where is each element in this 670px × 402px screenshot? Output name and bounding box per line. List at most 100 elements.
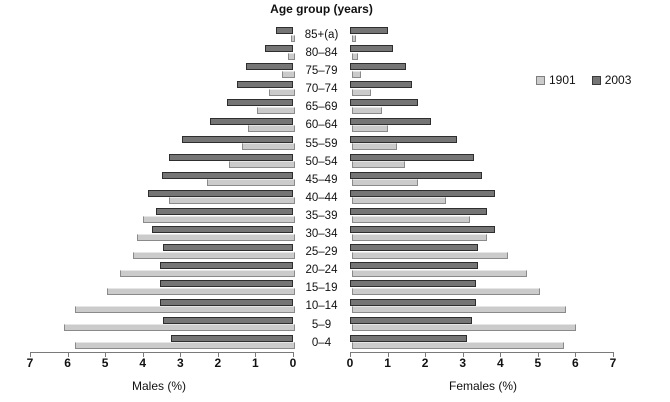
- age-label: 80–84: [305, 47, 338, 60]
- bar-males-1901: [169, 197, 295, 205]
- female-axis-tick-labels: 0 1 2 3 4 5 6 7: [347, 356, 617, 370]
- bar-males-2003: [159, 262, 293, 270]
- females-axis-title: Females (%): [448, 379, 517, 393]
- female-plot: [350, 26, 613, 352]
- axis-tick: [425, 353, 427, 357]
- legend-label-1901: 1901: [549, 73, 576, 87]
- age-label: 70–74: [305, 83, 338, 96]
- bar-males-2003: [227, 99, 293, 107]
- age-label: 45–49: [305, 173, 338, 186]
- bar-males-2003: [264, 45, 293, 53]
- bar-males-1901: [242, 143, 295, 151]
- bar-females-2003: [350, 171, 482, 179]
- bar-females-2003: [350, 334, 467, 342]
- bar-males-2003: [159, 298, 293, 306]
- age-label: 5–9: [311, 318, 332, 331]
- axis-tick: [575, 353, 577, 357]
- legend-swatch-1901: [536, 75, 545, 85]
- axis-tick: [180, 353, 182, 357]
- legend-label-2003: 2003: [604, 73, 632, 87]
- bar-females-2003: [350, 316, 473, 324]
- bar-females-2003: [350, 153, 474, 161]
- axis-tick: [255, 353, 257, 357]
- male-axis: [30, 352, 294, 358]
- axis-tick-label: 0: [346, 356, 354, 370]
- age-labels-column: 85+(a) 80–84 75–79 70–74 65–69 60–64 55–59 50–5…: [293, 26, 350, 352]
- axis-tick-label: 6: [572, 356, 579, 370]
- bar-females-1901: [352, 342, 565, 350]
- axis-tick-label: 2: [421, 356, 429, 370]
- bar-females-1901: [352, 179, 418, 187]
- age-label: 25–29: [305, 246, 338, 259]
- bar-females-1901: [352, 52, 358, 60]
- bar-males-1901: [63, 324, 295, 332]
- bar-males-1901: [75, 342, 295, 350]
- axis-tick: [500, 353, 502, 357]
- axis-tick-label: 4: [139, 356, 147, 370]
- bar-males-2003: [155, 208, 293, 215]
- bar-females-2003: [350, 63, 407, 71]
- age-label: 75–79: [305, 65, 338, 78]
- bar-males-2003: [246, 63, 293, 71]
- age-label: 20–24: [305, 264, 338, 277]
- bar-females-1901: [352, 88, 371, 96]
- axis-tick-label: 6: [64, 356, 71, 370]
- bar-males-1901: [133, 251, 295, 259]
- bar-females-1901: [352, 233, 488, 241]
- bar-males-1901: [142, 215, 295, 223]
- bar-males-2003: [159, 280, 293, 288]
- age-label: 55–59: [305, 137, 338, 150]
- bar-females-2003: [350, 27, 388, 34]
- axis-tick-label: 4: [496, 356, 504, 370]
- bar-females-1901: [352, 106, 383, 114]
- axis-tick: [293, 353, 294, 357]
- bar-males-2003: [182, 135, 293, 143]
- legend-item-1901: 1901: [536, 73, 576, 87]
- axis-tick-label: 5: [101, 356, 109, 370]
- bar-females-2003: [350, 298, 476, 306]
- bar-females-2003: [350, 117, 431, 125]
- axis-tick: [142, 353, 144, 357]
- age-label: 15–19: [305, 282, 338, 295]
- age-label: 30–34: [305, 228, 338, 241]
- age-label: 0–4: [311, 336, 332, 349]
- axis-tick-label: 2: [214, 356, 222, 370]
- bar-males-1901: [257, 106, 295, 114]
- bar-females-2003: [350, 135, 458, 143]
- bar-females-1901: [352, 70, 362, 78]
- bar-females-1901: [352, 161, 405, 169]
- bar-males-1901: [206, 179, 295, 187]
- bar-females-1901: [352, 143, 398, 151]
- bar-females-2003: [350, 226, 495, 234]
- bar-males-1901: [137, 233, 295, 241]
- axis-tick-label: 0: [289, 356, 297, 370]
- axis-tick-label: 3: [459, 356, 467, 370]
- bar-females-2003: [350, 262, 478, 270]
- bar-males-1901: [248, 125, 295, 132]
- bar-males-2003: [161, 171, 293, 179]
- bar-males-2003: [169, 153, 293, 161]
- bar-females-2003: [350, 99, 418, 107]
- axis-tick: [537, 353, 539, 357]
- axis-tick-label: 7: [609, 356, 617, 370]
- legend: 1901 2003: [536, 73, 631, 87]
- bar-males-2003: [163, 244, 293, 252]
- axis-tick-label: 3: [176, 356, 184, 370]
- axis-tick: [387, 353, 389, 357]
- axis-tick: [105, 353, 107, 357]
- bar-females-1901: [352, 215, 471, 223]
- bar-males-2003: [148, 189, 293, 197]
- bar-males-2003: [170, 334, 293, 342]
- bar-females-2003: [350, 189, 495, 197]
- male-axis-tick-labels: 7 6 5 4 3 2 1 0: [27, 356, 297, 370]
- bar-females-1901: [352, 287, 540, 295]
- bar-males-1901: [281, 70, 295, 78]
- bar-males-1901: [75, 306, 295, 313]
- bar-females-2003: [350, 280, 476, 288]
- axis-tick: [217, 353, 219, 357]
- bar-males-1901: [268, 88, 295, 96]
- bar-males-1901: [107, 287, 295, 295]
- bar-females-1901: [352, 197, 446, 205]
- bar-males-2003: [152, 226, 293, 234]
- axis-tick: [30, 353, 31, 357]
